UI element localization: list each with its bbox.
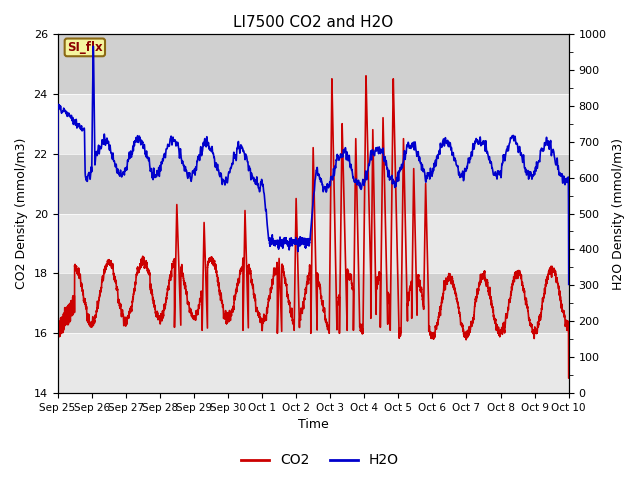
Y-axis label: H2O Density (mmol/m3): H2O Density (mmol/m3) <box>612 138 625 289</box>
Y-axis label: CO2 Density (mmol/m3): CO2 Density (mmol/m3) <box>15 138 28 289</box>
Bar <box>58 333 569 393</box>
Text: SI_flx: SI_flx <box>67 41 102 54</box>
Bar <box>58 34 569 94</box>
X-axis label: Time: Time <box>298 419 328 432</box>
Bar <box>58 94 569 154</box>
Bar <box>58 274 569 333</box>
Bar <box>58 214 569 274</box>
Legend: CO2, H2O: CO2, H2O <box>236 448 404 473</box>
Bar <box>58 154 569 214</box>
Title: LI7500 CO2 and H2O: LI7500 CO2 and H2O <box>233 15 393 30</box>
